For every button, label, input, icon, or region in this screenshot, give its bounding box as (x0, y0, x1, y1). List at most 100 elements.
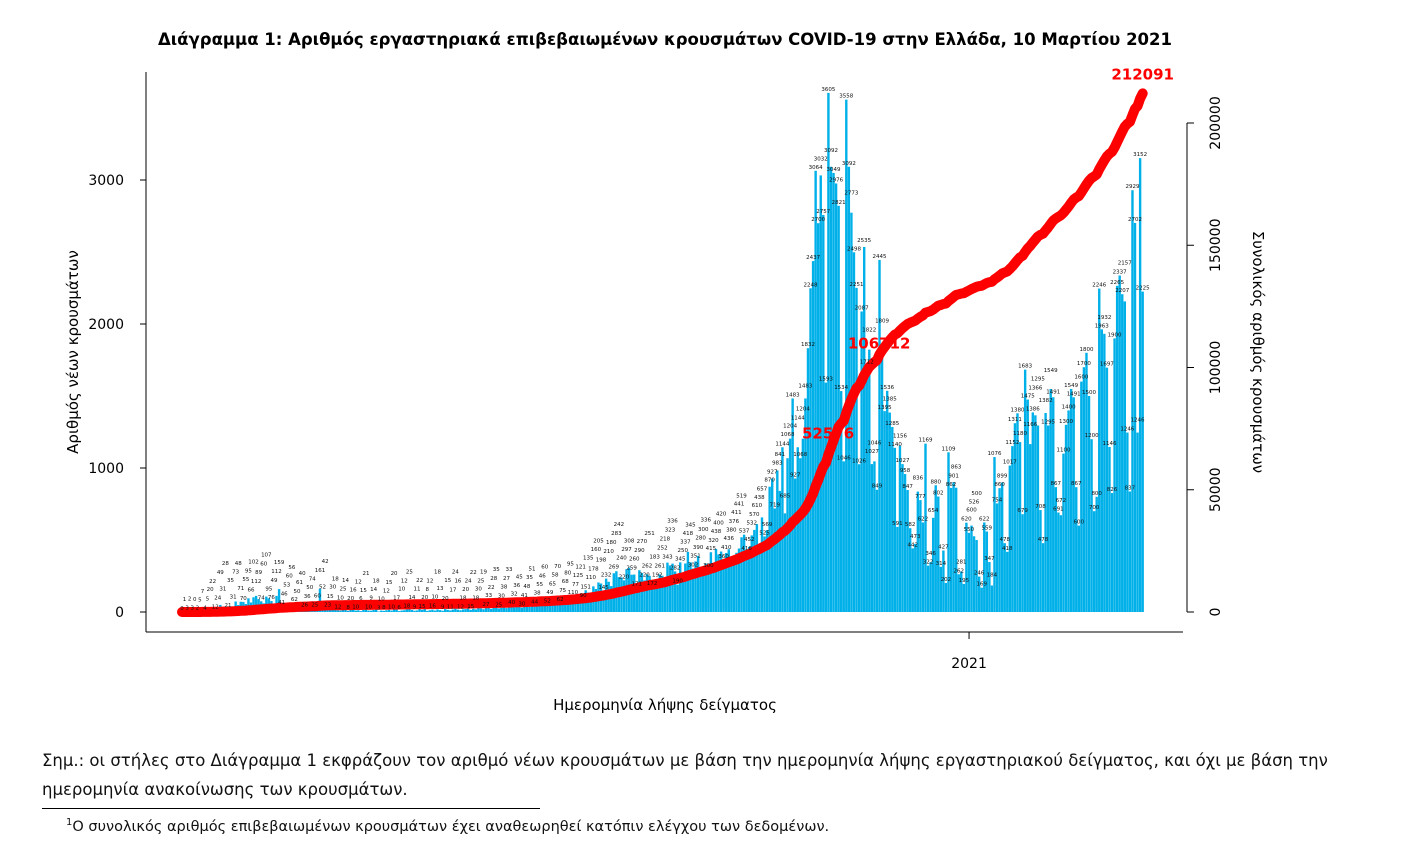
bar (1011, 446, 1014, 612)
bar-value-label: 48 (523, 584, 530, 590)
bar-value-label: 2225 (1136, 286, 1150, 292)
bar-value-label: 8 (426, 587, 430, 593)
bar (500, 607, 503, 612)
bar-value-label: 73 (232, 570, 239, 576)
bar-value-label: 0 (193, 597, 197, 603)
bar-value-label: 870 (764, 478, 775, 484)
bar-value-label: 320 (708, 538, 719, 544)
bar (748, 546, 751, 612)
bar-value-label: 60 (314, 593, 321, 599)
bar-value-label: 297 (621, 547, 632, 553)
bar-value-label: 927 (767, 470, 778, 476)
bar-value-label: 30 (329, 585, 336, 591)
bar (934, 485, 937, 612)
bar (998, 488, 1001, 612)
bar (714, 548, 718, 612)
bar (799, 458, 802, 612)
bar (1105, 367, 1109, 612)
bar (965, 522, 968, 612)
bar-value-label: 12 (426, 578, 433, 584)
bar (816, 223, 820, 612)
bar-value-label: 1382 (1039, 398, 1053, 404)
bar (791, 398, 794, 612)
bar-value-label: 269 (609, 564, 620, 570)
bar (855, 287, 858, 612)
bar (523, 606, 526, 612)
bar-value-label: 519 (736, 493, 747, 499)
bar (650, 587, 654, 612)
bar-value-label: 95 (265, 586, 272, 592)
bar-value-label: 261 (655, 563, 666, 569)
bar-value-label: 95 (567, 561, 574, 567)
bar (880, 351, 884, 612)
bar-value-label: 867 (1071, 481, 1082, 487)
bar (763, 536, 766, 612)
bar (561, 601, 564, 612)
bar (252, 597, 255, 612)
bar-value-label: 582 (905, 522, 916, 528)
bar-value-label: 691 (1053, 507, 1064, 513)
bar (962, 583, 966, 612)
bar-value-label: 351 (690, 554, 701, 560)
bar-value-label: 232 (601, 573, 612, 579)
bar (806, 348, 810, 612)
bar (852, 252, 856, 612)
bar-value-label: 24 (452, 570, 459, 576)
bar (990, 585, 994, 612)
bar-value-label: 220 (619, 574, 630, 580)
bar-value-label: 260 (629, 557, 640, 563)
bar (1067, 410, 1070, 612)
bar-value-label: 18 (460, 595, 467, 601)
bar (530, 604, 534, 612)
bar (449, 610, 452, 612)
bar (395, 609, 398, 612)
bar (975, 540, 978, 612)
bar-value-label: 2821 (832, 200, 846, 206)
bar (1080, 381, 1083, 612)
bar (364, 608, 368, 612)
bar (1121, 294, 1124, 612)
bar-value-label: 33 (506, 567, 513, 573)
bar (390, 610, 393, 612)
bar (921, 522, 925, 612)
bar-value-label: 15 (327, 594, 334, 600)
bar-value-label: 1144 (775, 441, 789, 447)
bar-value-label: 41 (521, 593, 528, 599)
bar (939, 566, 943, 612)
bar-value-label: 3092 (824, 148, 838, 154)
bar (423, 609, 426, 612)
bar-value-label: 1700 (1077, 361, 1091, 367)
bar-value-label: 337 (680, 540, 691, 546)
bar-value-label: 3092 (842, 161, 856, 167)
bar-value-label: 12 (334, 604, 341, 610)
bar-value-label: 15 (419, 604, 426, 610)
bar (635, 587, 638, 612)
bar-value-label: 1027 (865, 449, 879, 455)
chart-title: Διάγραμμα 1: Αριθμός εργαστηριακά επιβεβ… (158, 30, 1172, 49)
bar (954, 487, 958, 612)
bar (679, 562, 682, 612)
bar-value-label: 418 (741, 546, 752, 552)
bar-value-label: 2773 (844, 191, 858, 197)
bar-value-label: 700 (1089, 505, 1100, 511)
bar-value-label: 1932 (1097, 315, 1111, 321)
bar (719, 551, 723, 612)
bar (1133, 222, 1137, 613)
bar (931, 517, 935, 612)
bar (735, 552, 738, 612)
bar-value-label: 300 (698, 527, 709, 533)
bar (893, 447, 897, 612)
bar (801, 438, 805, 612)
bar-value-label: 10 (337, 596, 344, 602)
bar (668, 565, 672, 612)
bar-value-label: 418 (683, 531, 694, 537)
bar (834, 183, 838, 612)
bar (1016, 413, 1019, 612)
bar (730, 557, 733, 612)
bar (783, 513, 787, 612)
bar-value-label: 314 (936, 561, 947, 567)
bar-value-label: 76 (268, 595, 275, 601)
bar (405, 609, 409, 612)
bar (839, 391, 843, 612)
bar-value-label: 1068 (793, 452, 807, 458)
